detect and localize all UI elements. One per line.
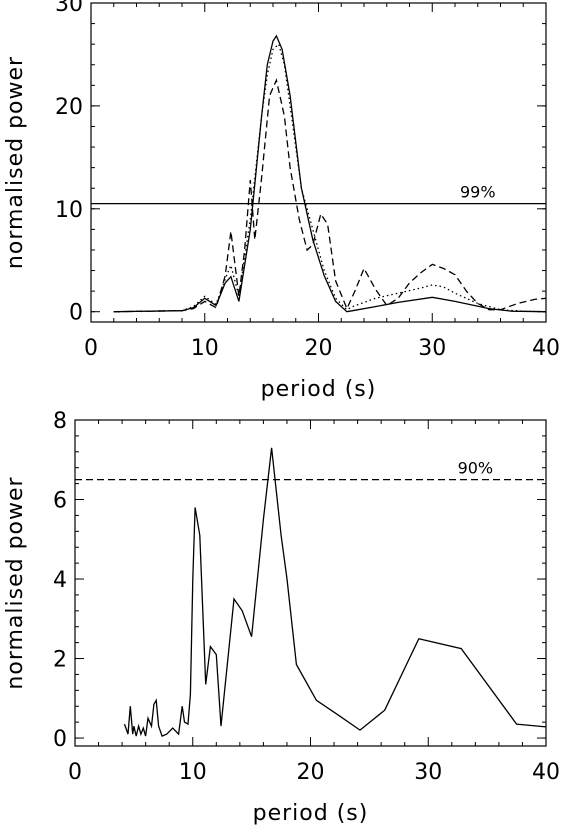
bottom-y-axis-label: normalised power [3,476,28,689]
bottom-x-axis-label: period (s) [253,801,369,826]
bottom-series-solid-line [123,447,547,737]
bottom-y-tick-label: 6 [53,489,67,514]
top-y-axis-label: normalised power [3,56,28,269]
top-threshold-label: 99% [460,183,496,202]
top-x-tick-label: 20 [305,336,333,361]
top-x-tick-label: 0 [84,336,98,361]
bottom-x-tick-label: 30 [414,760,442,785]
bottom-x-tick-label: 40 [532,760,560,785]
top-series-dotted-line [113,43,547,313]
bottom-y-tick-label: 0 [53,727,67,752]
top-y-tick-label: 10 [55,198,83,223]
bottom-x-tick-label: 20 [297,760,325,785]
top-x-tick-label: 30 [418,336,446,361]
bottom-threshold-label: 90% [458,459,494,478]
top-panel: 0 10 20 30 40 0 10 20 30 period (s) normalised pow… [3,0,560,402]
top-x-axis-label: period (s) [261,377,377,402]
top-y-tick-label: 30 [55,0,83,17]
top-x-tick-label: 10 [191,336,219,361]
bottom-y-tick-label: 4 [53,568,67,593]
top-x-tick-label: 40 [532,336,560,361]
bottom-y-tick-label: 2 [53,648,67,673]
top-series-dashed-line [113,78,547,313]
bottom-x-tick-label: 10 [179,760,207,785]
top-y-tick-label: 0 [69,301,83,326]
top-series-solid-line [113,34,547,313]
top-y-tick-label: 20 [55,95,83,120]
bottom-panel: 0 10 20 30 40 0 2 4 6 8 period (s) normalised power… [3,409,560,826]
bottom-y-tick-label: 8 [53,409,67,434]
top-plot-frame [90,2,547,323]
bottom-x-tick-label: 0 [68,760,82,785]
